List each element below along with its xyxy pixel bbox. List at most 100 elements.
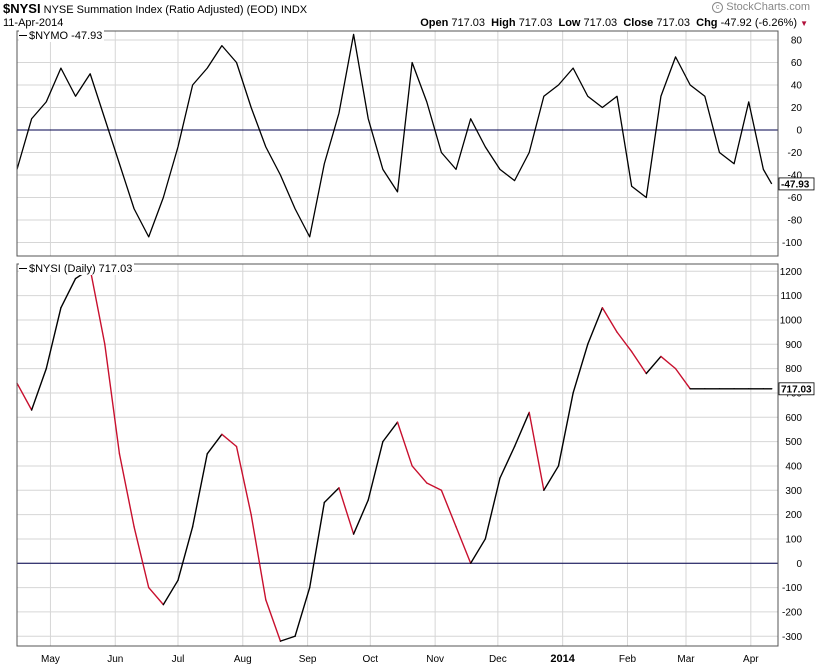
high-value: 717.03 [518,17,553,29]
nysi-series-segment [60,277,77,309]
nysi-y-tick-label: -100 [782,583,802,594]
low-value: 717.03 [583,17,618,29]
x-tick-label: Oct [363,654,379,665]
nysi-series-segment [645,355,662,375]
nysi-series-segment [630,350,647,375]
nysi-series-segment [513,411,530,448]
nysi-last-value-box [778,382,815,396]
nysi-y-tick-label: 0 [796,559,802,570]
ohlc-readout: Open 717.03 High 717.03 Low 717.03 Close… [420,17,808,29]
low-label: Low [558,17,581,29]
nysi-series-segment [440,489,457,528]
symbol: $NYSI [3,1,41,16]
nymo-y-tick-label: -20 [788,148,803,159]
nysi-series-segment [235,445,252,516]
nymo-y-tick-label: -80 [788,216,803,227]
nysi-y-tick-label: -200 [782,607,802,618]
nymo-y-tick-label: 60 [791,58,803,69]
open-value: 717.03 [451,17,486,29]
nysi-series-segment [587,307,604,345]
nysi-y-tick-label: 1000 [780,315,803,326]
x-tick-label: Nov [426,654,444,665]
nysi-series-segment [118,453,135,528]
nysi-series-segment [16,382,33,411]
nymo-y-tick-label: 0 [796,126,802,137]
x-tick-label: 2014 [550,653,575,665]
nysi-series-segment [616,331,633,353]
nymo-y-tick-label: -100 [782,238,802,249]
nymo-legend: $NYMO -47.93 [19,30,105,42]
nysi-y-tick-label: 1100 [780,291,802,302]
open-label: Open [420,17,449,29]
nysi-series-segment [572,343,589,394]
nymo-y-tick-label: 80 [791,36,803,47]
close-value: 717.03 [656,17,690,29]
nysi-y-tick-label: 600 [785,413,802,424]
exchange: INDX [280,4,308,16]
nysi-series-segment [367,440,384,501]
nymo-last-value-box [778,177,815,191]
nymo-series-line [16,33,773,238]
nysi-series-segment [279,635,296,642]
nysi-series-segment [30,367,47,411]
nysi-series-segment [426,482,443,491]
x-tick-label: Aug [234,654,252,665]
nysi-series-segment [250,513,267,601]
nysi-series-segment [206,433,223,455]
copyright-icon: c [712,2,724,13]
nysi-series-segment [528,411,545,491]
nysi-series-segment [191,453,208,528]
close-label: Close [623,17,654,29]
chart-header: $NYSI NYSE Summation Index (Ratio Adjust… [3,1,307,16]
nymo-last-value-tag: -47.93 [781,179,810,190]
nymo-y-tick-label: 20 [791,103,803,114]
brand-name: StockCharts.com [726,1,810,13]
chg-value: -47.92 (-6.26%) [720,17,798,29]
nysi-y-tick-label: 500 [785,437,802,448]
x-tick-label: Jun [107,654,123,665]
nysi-y-tick-label: -300 [782,632,802,643]
nysi-series-segment [177,526,194,582]
nysi-series-segment [162,579,179,606]
nymo-y-tick-label: -40 [788,171,803,182]
nysi-series-segment [308,501,326,589]
index-name: NYSE Summation Index (Ratio Adjusted) (E… [43,4,278,16]
line-legend-icon [19,35,27,36]
nysi-series-segment [294,586,311,637]
nysi-series-segment [352,499,369,535]
brand-watermark: c StockCharts.com [712,1,810,13]
nysi-y-tick-label: 400 [785,461,802,472]
nysi-series-segment [221,433,238,448]
chg-label: Chg [696,17,718,29]
nysi-y-tick-label: 800 [785,364,802,375]
nysi-y-tick-label: 200 [785,510,802,521]
nymo-y-tick-label: -60 [788,193,803,204]
nysi-y-tick-label: 300 [785,486,802,497]
chart-date: 11-Apr-2014 [3,17,64,29]
nysi-series-segment [455,526,472,564]
high-label: High [491,17,516,29]
x-tick-label: Feb [619,654,637,665]
nysi-series-segment [265,599,282,642]
nysi-series-segment [499,445,516,479]
nysi-last-value-tag: 717.03 [781,384,812,395]
nysi-panel-border [16,263,779,647]
x-tick-label: Apr [743,654,759,665]
nysi-y-tick-label: 1200 [780,267,803,278]
nysi-series-segment [396,421,413,467]
nysi-y-tick-label: 900 [785,340,802,351]
x-tick-label: Sep [299,654,317,665]
nysi-series-segment [660,355,677,370]
nysi-series-segment [557,392,574,467]
nysi-series-segment [323,487,340,504]
nysi-series-segment [601,307,618,333]
nysi-series-segment [89,268,106,345]
nysi-series-segment [148,586,165,606]
nysi-series-segment [382,421,399,443]
nysi-series-segment [411,465,428,484]
line-legend-icon [19,268,27,269]
nysi-series-segment [45,307,62,370]
nysi-series-segment [133,526,150,589]
x-tick-label: Mar [677,654,695,665]
